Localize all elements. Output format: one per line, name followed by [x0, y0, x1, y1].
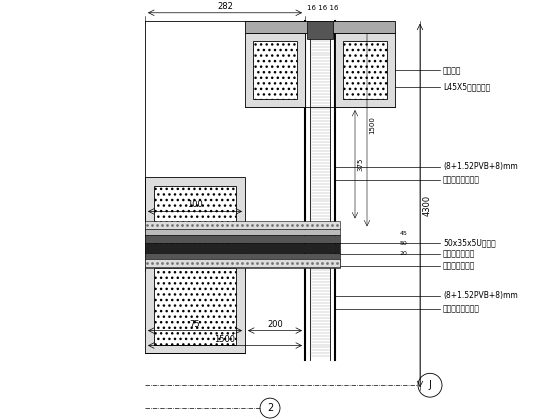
- Text: 结构胶及密封胶: 结构胶及密封胶: [443, 262, 475, 270]
- Bar: [253, 41, 297, 99]
- Bar: [145, 221, 340, 229]
- Bar: [145, 261, 340, 268]
- Text: 45: 45: [400, 231, 408, 236]
- Bar: [145, 229, 340, 235]
- Bar: [145, 259, 340, 267]
- Text: 282: 282: [217, 2, 233, 11]
- Text: 20: 20: [400, 251, 408, 256]
- Text: 75: 75: [190, 320, 200, 328]
- Bar: [343, 41, 387, 99]
- Text: 50x35x5U形槽钢: 50x35x5U形槽钢: [443, 239, 496, 248]
- Bar: [154, 186, 236, 262]
- Text: 375: 375: [357, 158, 363, 171]
- Text: 200: 200: [267, 320, 283, 328]
- Text: (8+1.52PVB+8)mm: (8+1.52PVB+8)mm: [443, 162, 518, 171]
- Bar: [145, 243, 340, 253]
- Bar: [245, 21, 395, 33]
- Bar: [145, 259, 245, 354]
- Text: J: J: [428, 380, 431, 390]
- Text: 4300: 4300: [423, 195, 432, 216]
- Text: 泡沫棒及密封胶: 泡沫棒及密封胶: [443, 249, 475, 259]
- Text: 通明钢化夹胶玻璃: 通明钢化夹胶玻璃: [443, 175, 480, 184]
- Bar: [145, 253, 340, 261]
- Text: 100: 100: [187, 200, 203, 210]
- Text: 1500: 1500: [214, 334, 236, 344]
- Bar: [335, 33, 395, 107]
- Text: 2: 2: [267, 403, 273, 413]
- Bar: [245, 33, 305, 107]
- Text: 16 16 16: 16 16 16: [307, 5, 338, 11]
- Text: L45X5角钢连接件: L45X5角钢连接件: [443, 83, 490, 92]
- Text: (8+1.52PVB+8)mm: (8+1.52PVB+8)mm: [443, 291, 518, 300]
- Text: 通明钢化夹胶玻璃: 通明钢化夹胶玻璃: [443, 304, 480, 313]
- Text: 密封胶条: 密封胶条: [443, 66, 461, 75]
- Bar: [307, 21, 333, 39]
- Text: 1500: 1500: [369, 116, 375, 134]
- Bar: [145, 177, 245, 271]
- Text: 50: 50: [400, 241, 408, 246]
- Bar: [154, 268, 236, 344]
- Bar: [145, 235, 340, 243]
